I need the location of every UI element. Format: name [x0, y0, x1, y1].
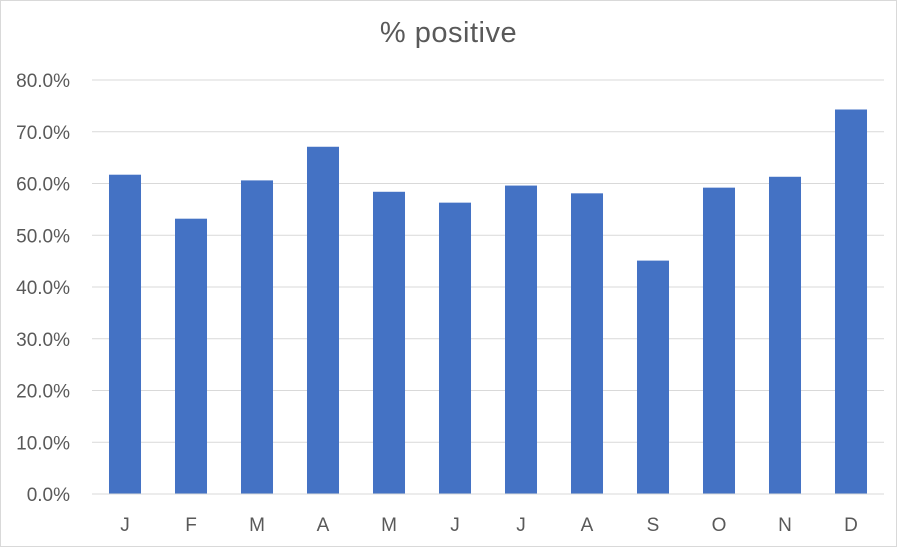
y-tick-label: 0.0% — [27, 485, 70, 506]
x-category-label: F — [185, 515, 197, 536]
y-axis-tick-labels: 0.0% 10.0% 20.0% 30.0% 40.0% 50.0% 60.0% 70.0% 8… — [16, 71, 70, 506]
bar — [372, 191, 406, 494]
x-category-label: J — [516, 515, 526, 536]
x-category-label: J — [120, 515, 130, 536]
bar — [306, 146, 340, 494]
bar — [570, 193, 604, 494]
bar — [834, 109, 868, 494]
bar — [636, 260, 670, 494]
chart-title: % positive — [379, 17, 518, 49]
y-tick-label: 50.0% — [16, 226, 70, 247]
x-category-label: O — [712, 515, 727, 536]
bar — [240, 180, 274, 494]
y-tick-label: 40.0% — [16, 278, 70, 299]
bars — [108, 109, 868, 494]
x-category-label: A — [317, 515, 330, 536]
x-category-label: M — [381, 515, 397, 536]
y-tick-label: 30.0% — [16, 330, 70, 351]
x-category-label: S — [647, 515, 660, 536]
x-category-label: D — [844, 515, 858, 536]
bar — [174, 218, 208, 494]
bar — [768, 176, 802, 494]
bar — [438, 202, 472, 494]
x-category-label: J — [450, 515, 460, 536]
bar — [108, 174, 142, 494]
y-tick-label: 60.0% — [16, 175, 70, 196]
y-tick-label: 80.0% — [16, 71, 70, 92]
x-category-label: N — [778, 515, 792, 536]
y-tick-label: 20.0% — [16, 382, 70, 403]
bar — [702, 187, 736, 494]
x-category-label: M — [249, 515, 265, 536]
bar — [504, 185, 538, 494]
x-category-label: A — [581, 515, 594, 536]
y-tick-label: 70.0% — [16, 123, 70, 144]
y-tick-label: 10.0% — [16, 433, 70, 454]
gridlines — [92, 79, 884, 443]
